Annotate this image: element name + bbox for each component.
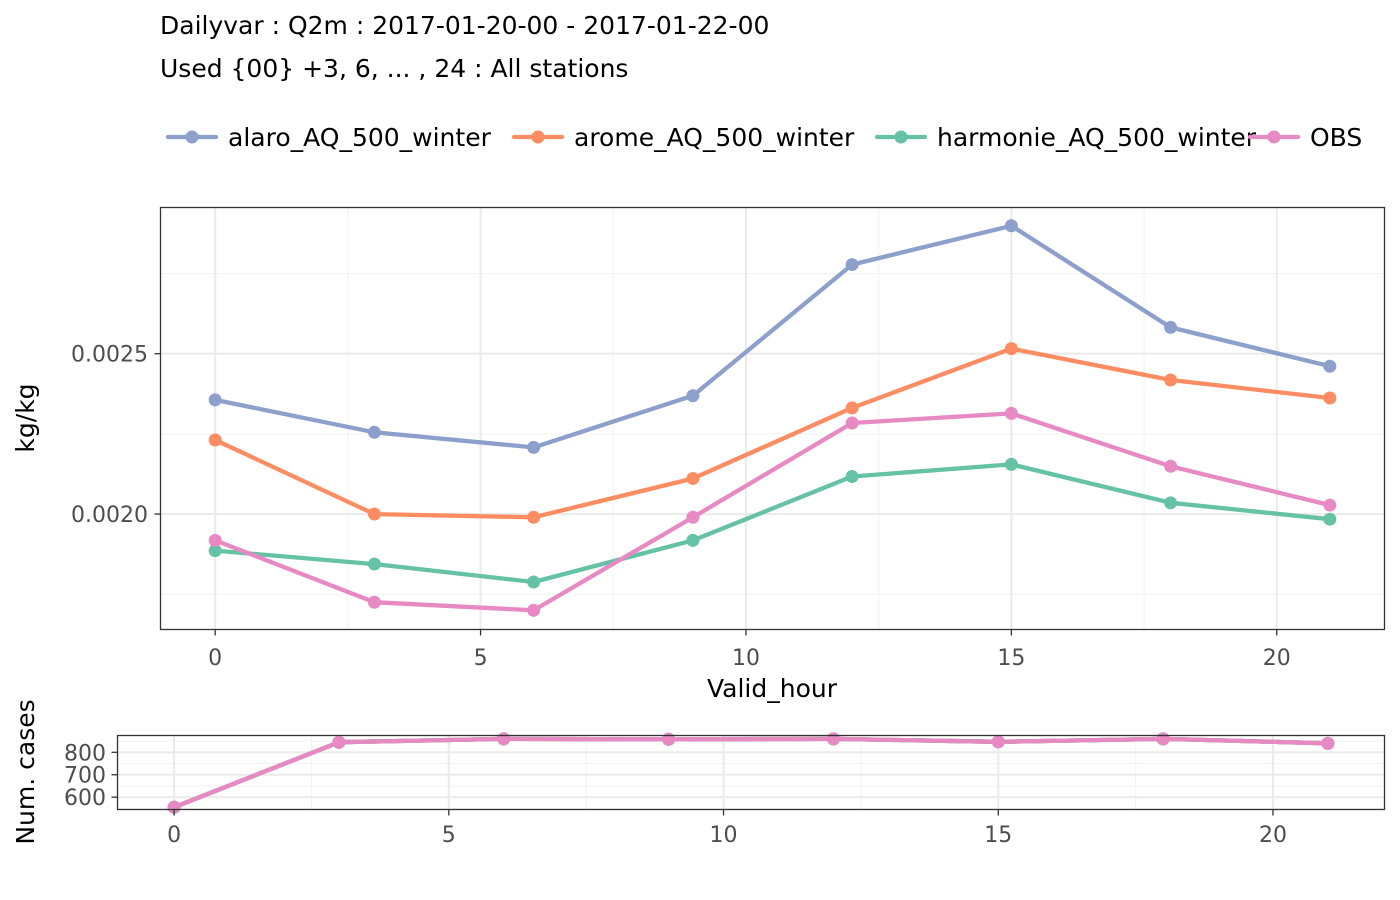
main-data-point-harmonie_AQ_500_winter [686, 533, 700, 547]
main-data-point-alaro_AQ_500_winter [1323, 359, 1337, 373]
main-data-point-harmonie_AQ_500_winter [1164, 496, 1178, 510]
main-series-line-arome_AQ_500_winter [213, 346, 1332, 520]
count-series-line-OBS [171, 736, 1331, 810]
main-x-axis-title: Valid_hour [707, 674, 838, 703]
main-data-point-harmonie_AQ_500_winter [367, 557, 381, 571]
count-grid [117, 735, 1385, 810]
main-data-point-OBS [1164, 459, 1178, 473]
count-data-point-OBS [497, 732, 511, 746]
count-x-tick-label: 0 [167, 823, 181, 848]
chart-title: Dailyvar : Q2m : 2017-01-20-00 - 2017-01… [160, 11, 769, 40]
count-x-tick-label: 10 [710, 823, 738, 848]
main-data-point-arome_AQ_500_winter [527, 510, 541, 524]
main-panel-border [159, 206, 1386, 631]
legend-label: harmonie_AQ_500_winter [937, 123, 1257, 152]
main-data-point-harmonie_AQ_500_winter [208, 544, 222, 558]
count-data-point-OBS [1321, 736, 1335, 750]
main-data-point-OBS [527, 603, 541, 617]
main-data-point-OBS [1323, 498, 1337, 512]
main-data-point-arome_AQ_500_winter [208, 433, 222, 447]
legend-key-point [531, 130, 545, 144]
main-data-point-arome_AQ_500_winter [1004, 342, 1018, 356]
main-data-point-harmonie_AQ_500_winter [1323, 512, 1337, 526]
count-y-tick-label: 800 [64, 741, 106, 766]
count-x-tick-label: 5 [442, 823, 456, 848]
legend-key-point [894, 130, 908, 144]
main-data-point-OBS [208, 533, 222, 547]
legend: alaro_AQ_500_winter arome_AQ_500_winter ha… [165, 123, 1362, 152]
main-data-point-OBS [367, 595, 381, 609]
count-data-point-OBS [167, 800, 181, 814]
main-data-point-arome_AQ_500_winter [845, 401, 859, 415]
main-data-point-harmonie_AQ_500_winter [1004, 457, 1018, 471]
main-y-tick-label: 0.0025 [71, 343, 148, 368]
main-y-axis-title: kg/kg [11, 383, 40, 452]
main-y-tick-label: 0.0020 [71, 503, 148, 528]
main-x-axis: 0 5 10 15 20 [208, 629, 1291, 671]
main-series-line-harmonie_AQ_500_winter [213, 462, 1332, 585]
main-data-point-harmonie_AQ_500_winter [845, 470, 859, 484]
main-data-point-OBS [1004, 406, 1018, 420]
main-y-axis: 0.0020 0.0025 [71, 343, 161, 528]
legend-key-point [185, 130, 199, 144]
main-data-point-arome_AQ_500_winter [1164, 373, 1178, 387]
count-x-axis: 0 5 10 15 20 [167, 809, 1287, 848]
legend-label: OBS [1310, 123, 1362, 152]
main-data-point-OBS [845, 416, 859, 430]
main-data-point-alaro_AQ_500_winter [686, 389, 700, 403]
count-data-point-OBS [826, 732, 840, 746]
count-x-tick-label: 20 [1259, 823, 1287, 848]
main-data-point-arome_AQ_500_winter [686, 471, 700, 485]
main-data-point-alaro_AQ_500_winter [208, 393, 222, 407]
main-data-point-alaro_AQ_500_winter [367, 425, 381, 439]
main-data-point-OBS [686, 510, 700, 524]
count-data-point-OBS [662, 732, 676, 746]
main-x-tick-label: 10 [732, 646, 760, 671]
main-series-line-OBS [213, 411, 1332, 613]
count-data-point-OBS [1156, 732, 1170, 746]
count-y-tick-label: 700 [64, 764, 106, 789]
count-data-point-OBS [991, 735, 1005, 749]
legend-item-alaro_AQ_500_winter: alaro_AQ_500_winter [165, 123, 492, 152]
main-data-point-arome_AQ_500_winter [367, 507, 381, 521]
legend-item-OBS: OBS [1247, 123, 1362, 152]
count-panel-border [116, 734, 1386, 811]
count-x-tick-label: 15 [984, 823, 1012, 848]
main-x-tick-label: 15 [997, 646, 1025, 671]
legend-label: arome_AQ_500_winter [574, 123, 855, 152]
main-series-layer [208, 219, 1337, 617]
main-panel-background [160, 207, 1385, 630]
main-series-line-alaro_AQ_500_winter [213, 223, 1332, 450]
chart-subtitle: Used {00} +3, 6, ... , 24 : All stations [160, 54, 628, 83]
main-data-point-alaro_AQ_500_winter [845, 258, 859, 272]
legend-label: alaro_AQ_500_winter [228, 123, 492, 152]
count-y-axis-title: Num. cases [11, 699, 40, 844]
main-x-tick-label: 0 [208, 646, 222, 671]
main-data-point-arome_AQ_500_winter [1323, 391, 1337, 405]
main-x-tick-label: 20 [1263, 646, 1291, 671]
main-data-point-harmonie_AQ_500_winter [527, 575, 541, 589]
main-plot-panel: 0 5 10 15 20 0.0020 0.0025 Valid_hour kg/kg [11, 206, 1386, 703]
count-data-point-OBS [332, 735, 346, 749]
main-x-tick-label: 5 [474, 646, 488, 671]
legend-item-harmonie_AQ_500_winter: harmonie_AQ_500_winter [874, 123, 1257, 152]
legend-key-point [1267, 130, 1281, 144]
count-y-tick-label: 600 [64, 786, 106, 811]
main-data-point-alaro_AQ_500_winter [1164, 320, 1178, 334]
legend-item-arome_AQ_500_winter: arome_AQ_500_winter [511, 123, 855, 152]
main-grid [160, 207, 1385, 630]
count-panel-background [117, 735, 1385, 810]
main-data-point-alaro_AQ_500_winter [1004, 219, 1018, 233]
main-data-point-alaro_AQ_500_winter [527, 440, 541, 454]
